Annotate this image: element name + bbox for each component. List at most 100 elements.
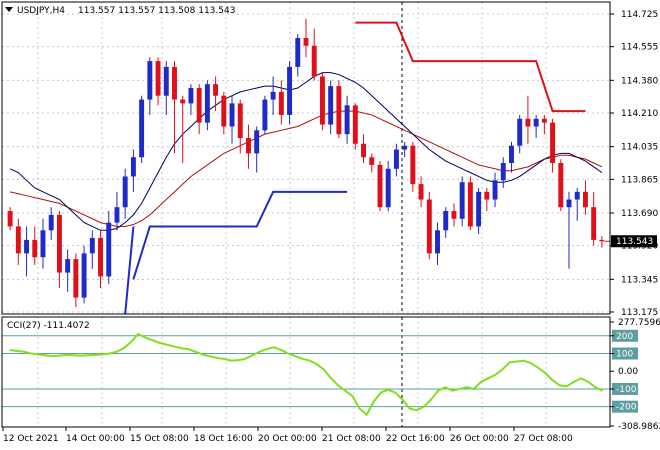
candle-body	[246, 138, 251, 154]
candle-body	[418, 184, 424, 200]
cci-axis-label: -308.9862	[618, 422, 660, 432]
candle-body	[599, 239, 605, 242]
candle-body	[377, 164, 383, 208]
candle-body	[40, 230, 46, 258]
candle-body	[204, 84, 210, 123]
symbol-label: USDJPY,H4	[17, 6, 65, 16]
candle-body	[65, 259, 71, 273]
price-tick-label: 114.555	[621, 43, 658, 53]
candle-body	[106, 222, 112, 277]
candle-body	[426, 199, 432, 254]
price-tick-label: 113.345	[621, 275, 658, 285]
cci-level-tag	[612, 382, 638, 395]
time-axis: 12 Oct 2021 14 Oct 00:00 15 Oct 08:00 18 Oc…	[2, 427, 573, 444]
candle-body	[352, 105, 358, 144]
grid-lines	[2, 2, 610, 427]
candle-body	[73, 259, 79, 298]
candle-body	[484, 191, 490, 200]
candle-body	[558, 163, 564, 208]
cci-axis-label: -100	[616, 385, 637, 395]
last-price-tag	[611, 235, 657, 248]
cci-axis-label: 100	[616, 350, 633, 360]
candle-body	[451, 211, 457, 219]
ohlc-label: 113.557 113.557 113.508 113.543	[78, 6, 235, 16]
candle-body	[344, 105, 350, 135]
candle-body	[287, 66, 293, 115]
candle-body	[492, 180, 498, 200]
candle-body	[229, 103, 235, 127]
candle-body	[139, 99, 145, 158]
candle-body	[221, 95, 227, 127]
candle-body	[533, 118, 539, 127]
candle-body	[328, 86, 334, 125]
candle-body	[369, 157, 375, 165]
cci-line	[9, 332, 603, 417]
time-label: 20 Oct 00:00	[258, 434, 317, 444]
time-label: 26 Oct 00:00	[450, 434, 509, 444]
candle-body	[566, 199, 572, 208]
candlesticks	[7, 18, 610, 308]
stop-up-line	[132, 190, 348, 280]
candle-body	[550, 122, 556, 163]
candle-body	[476, 191, 482, 227]
candle-body	[7, 211, 13, 227]
candle-body	[180, 99, 186, 104]
candle-body	[336, 86, 342, 135]
price-axis: 114.725 114.555 114.380 114.210 114.035 113.8…	[610, 10, 660, 432]
time-label: 27 Oct 08:00	[514, 434, 573, 444]
cci-panel-frame	[1, 316, 611, 428]
price-tick-label: 114.210	[621, 109, 658, 119]
time-label: 12 Oct 2021	[3, 434, 59, 444]
time-label: 18 Oct 16:00	[194, 434, 253, 444]
cci-axis-label: 200	[616, 332, 633, 342]
price-panel-frame	[1, 1, 611, 315]
candle-body	[525, 118, 531, 127]
candle-body	[467, 182, 473, 227]
candle-body	[435, 230, 440, 254]
candle-body	[541, 118, 547, 123]
candle-body	[196, 88, 202, 123]
price-tick-label: 113.690	[621, 209, 658, 219]
time-label: 21 Oct 08:00	[322, 434, 381, 444]
price-tick-label: 113.865	[621, 175, 658, 185]
candle-body	[254, 130, 260, 154]
candle-body	[361, 143, 366, 158]
candle-body	[295, 38, 301, 67]
candle-body	[311, 45, 317, 77]
candle-body	[459, 182, 465, 219]
candle-body	[188, 88, 194, 104]
candle-body	[278, 91, 284, 115]
candle-body	[303, 38, 309, 46]
chart-frames	[1, 1, 611, 428]
candle-body	[574, 191, 580, 200]
cci-axis-label: -200	[616, 403, 637, 413]
time-label: 14 Oct 00:00	[66, 434, 125, 444]
price-tick-label: 114.380	[621, 76, 658, 86]
candle-body	[270, 91, 276, 100]
cci-level-tag	[612, 329, 638, 342]
price-tick-label: 114.725	[621, 10, 658, 20]
candle-body	[410, 145, 416, 185]
time-label: 15 Oct 08:00	[130, 434, 189, 444]
candle-body	[509, 145, 514, 163]
candle-body	[582, 191, 588, 208]
candle-body	[262, 99, 268, 131]
stop-up-rise	[124, 226, 135, 315]
candle-body	[385, 168, 391, 208]
candle-body	[319, 76, 325, 125]
cci-label: CCI(27) -111.4072	[7, 321, 90, 331]
price-tick-label: 113.175	[621, 308, 658, 318]
candle-body	[15, 226, 21, 254]
last-price-label: 113.543	[616, 237, 653, 247]
candle-body	[500, 163, 506, 181]
candle-body	[24, 239, 30, 254]
down-triangle-icon[interactable]	[5, 7, 13, 12]
candle-body	[122, 176, 128, 208]
cci-level-tag	[612, 400, 638, 413]
candle-body	[591, 207, 597, 240]
candle-body	[48, 214, 54, 231]
cci-panel	[2, 332, 610, 417]
stop-down-line	[355, 21, 586, 113]
stop-lines	[124, 21, 586, 315]
